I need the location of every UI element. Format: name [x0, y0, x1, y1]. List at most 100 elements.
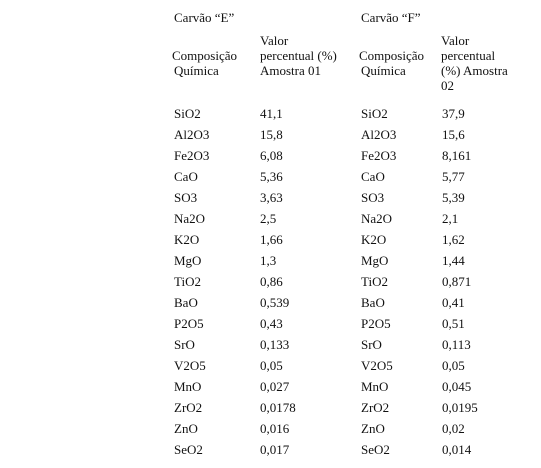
- header-line: Valor: [441, 33, 470, 48]
- compound-cell: SO3: [174, 190, 198, 205]
- table-row: ZnO 0,02: [353, 418, 541, 439]
- compound-cell: Fe2O3: [174, 148, 210, 163]
- value-cell: 1,44: [442, 253, 465, 268]
- table-row: MnO 0,027: [166, 376, 348, 397]
- value-header: Valor percentual (%) Amostra 01: [260, 33, 350, 78]
- table-row: SiO2 37,9: [353, 103, 541, 124]
- table-row: BaO 0,539: [166, 292, 348, 313]
- value-cell: 2,5: [260, 211, 277, 226]
- compound-cell: BaO: [361, 295, 385, 310]
- compound-cell: V2O5: [361, 358, 393, 373]
- value-cell: 0,133: [260, 337, 290, 352]
- value-cell: 0,86: [260, 274, 283, 289]
- value-cell: 6,08: [260, 148, 283, 163]
- value-cell: 0,05: [260, 358, 283, 373]
- compound-cell: SiO2: [361, 106, 388, 121]
- table-row: SO3 3,63: [166, 187, 348, 208]
- value-cell: 0,045: [442, 379, 472, 394]
- table-row: TiO2 0,86: [166, 271, 348, 292]
- header-line: 02: [441, 78, 454, 93]
- table-row: ZnO 0,016: [166, 418, 348, 439]
- table-row: V2O5 0,05: [166, 355, 348, 376]
- header-line: Composição: [172, 48, 237, 63]
- composition-header: Composição Química: [172, 33, 256, 78]
- table-row: SrO 0,133: [166, 334, 348, 355]
- table-row: Fe2O3 8,161: [353, 145, 541, 166]
- header-line: Química: [361, 63, 406, 78]
- compound-cell: Al2O3: [361, 127, 397, 142]
- compound-cell: Na2O: [361, 211, 393, 226]
- value-cell: 0,027: [260, 379, 290, 394]
- compound-cell: CaO: [361, 169, 385, 184]
- value-header: Valor percentual (%) Amostra 02: [441, 33, 536, 93]
- value-cell: 5,39: [442, 190, 465, 205]
- compound-cell: Fe2O3: [361, 148, 397, 163]
- table-row: P2O5 0,51: [353, 313, 541, 334]
- compound-cell: K2O: [361, 232, 387, 247]
- compound-cell: BaO: [174, 295, 198, 310]
- value-cell: 1,66: [260, 232, 283, 247]
- compound-cell: SrO: [361, 337, 382, 352]
- header-line: Valor: [260, 33, 289, 48]
- header-line: percentual (%): [260, 48, 337, 63]
- table-row: Na2O 2,5: [166, 208, 348, 229]
- compound-cell: MgO: [361, 253, 389, 268]
- value-cell: 0,43: [260, 316, 283, 331]
- table-row: CaO 5,77: [353, 166, 541, 187]
- compound-cell: Na2O: [174, 211, 206, 226]
- compound-cell: SO3: [361, 190, 385, 205]
- value-cell: 0,016: [260, 421, 290, 436]
- table-row: MgO 1,3: [166, 250, 348, 271]
- compound-cell: SiO2: [174, 106, 201, 121]
- header-line: (%) Amostra: [441, 63, 508, 78]
- table-row: MgO 1,44: [353, 250, 541, 271]
- header-line: Amostra 01: [260, 63, 322, 78]
- compound-cell: P2O5: [174, 316, 204, 331]
- value-cell: 3,63: [260, 190, 283, 205]
- table-row: SO3 5,39: [353, 187, 541, 208]
- value-cell: 0,51: [442, 316, 465, 331]
- table-row: SeO2 0,017: [166, 439, 348, 460]
- table-row: Al2O3 15,8: [166, 124, 348, 145]
- header-line: percentual: [441, 48, 496, 63]
- table-row: V2O5 0,05: [353, 355, 541, 376]
- compound-cell: K2O: [174, 232, 200, 247]
- table-row: SrO 0,113: [353, 334, 541, 355]
- compound-cell: P2O5: [361, 316, 391, 331]
- composition-header: Composição Química: [359, 33, 443, 78]
- compound-cell: Al2O3: [174, 127, 210, 142]
- table-row: Na2O 2,1: [353, 208, 541, 229]
- table-row: K2O 1,66: [166, 229, 348, 250]
- value-cell: 0,871: [442, 274, 472, 289]
- table-row: ZrO2 0,0178: [166, 397, 348, 418]
- table-row: MnO 0,045: [353, 376, 541, 397]
- value-cell: 0,02: [442, 421, 465, 436]
- compound-cell: MnO: [361, 379, 389, 394]
- table-body: SiO2 41,1 Al2O3 15,8 Fe2O3 6,08 CaO 5,36 SO3 3,63…: [166, 103, 348, 460]
- table-title: Carvão “E”: [174, 10, 235, 25]
- table-row: SeO2 0,014: [353, 439, 541, 460]
- value-cell: 0,539: [260, 295, 290, 310]
- value-cell: 0,05: [442, 358, 465, 373]
- value-cell: 8,161: [442, 148, 472, 163]
- compound-cell: V2O5: [174, 358, 206, 373]
- compound-cell: SrO: [174, 337, 195, 352]
- value-cell: 2,1: [442, 211, 459, 226]
- compound-cell: SeO2: [174, 442, 203, 457]
- value-cell: 0,0178: [260, 400, 296, 415]
- compound-cell: MgO: [174, 253, 202, 268]
- table-row: CaO 5,36: [166, 166, 348, 187]
- compound-cell: ZnO: [174, 421, 198, 436]
- table-row: ZrO2 0,0195: [353, 397, 541, 418]
- compound-cell: SeO2: [361, 442, 390, 457]
- value-cell: 1,3: [260, 253, 277, 268]
- compound-cell: TiO2: [174, 274, 201, 289]
- value-cell: 1,62: [442, 232, 465, 247]
- value-cell: 5,36: [260, 169, 283, 184]
- compound-cell: TiO2: [361, 274, 388, 289]
- value-cell: 0,017: [260, 442, 290, 457]
- value-cell: 37,9: [442, 106, 465, 121]
- table-row: Fe2O3 6,08: [166, 145, 348, 166]
- value-cell: 0,014: [442, 442, 472, 457]
